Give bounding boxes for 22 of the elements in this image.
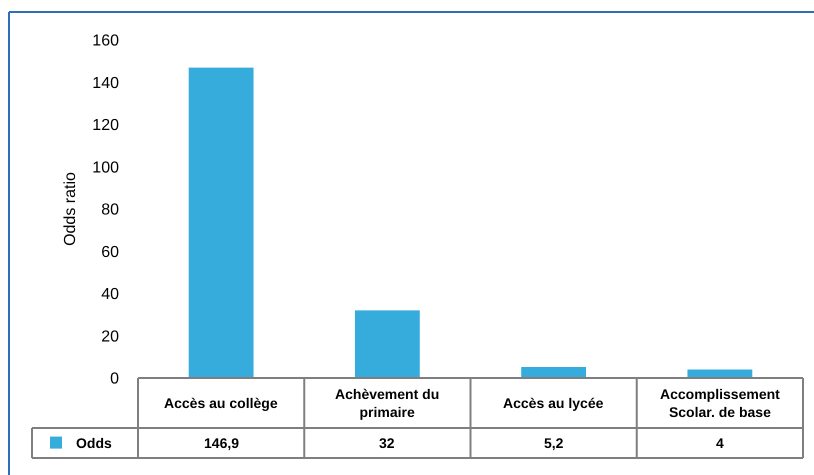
x-tick-label: Accès au lycée [503,395,604,411]
legend-label: Odds [76,435,112,452]
bar [521,367,586,378]
y-tick-label: 0 [110,370,120,388]
x-tick-label: Achèvement du primaire [335,386,440,420]
data-label: 4 [716,435,724,451]
y-axis-title: Odds ratio [62,172,80,246]
bar [188,68,254,378]
y-tick-label: 20 [101,328,120,346]
y-tick-label: 40 [101,286,120,304]
bar [354,310,420,378]
y-tick-label: 100 [92,159,120,176]
x-tick-label: Accomplissement Scolar. de base [660,386,780,420]
y-tick-label: 80 [101,202,120,219]
data-label: 32 [379,435,395,451]
y-tick-label: 140 [92,74,120,92]
x-tick-label: Accès au collège [164,395,278,411]
data-label: 146,9 [204,435,240,451]
y-tick-label: 120 [92,117,120,134]
y-tick-label: 60 [101,244,120,261]
y-tick-label: 160 [92,32,120,50]
data-label: 5,2 [544,435,564,451]
